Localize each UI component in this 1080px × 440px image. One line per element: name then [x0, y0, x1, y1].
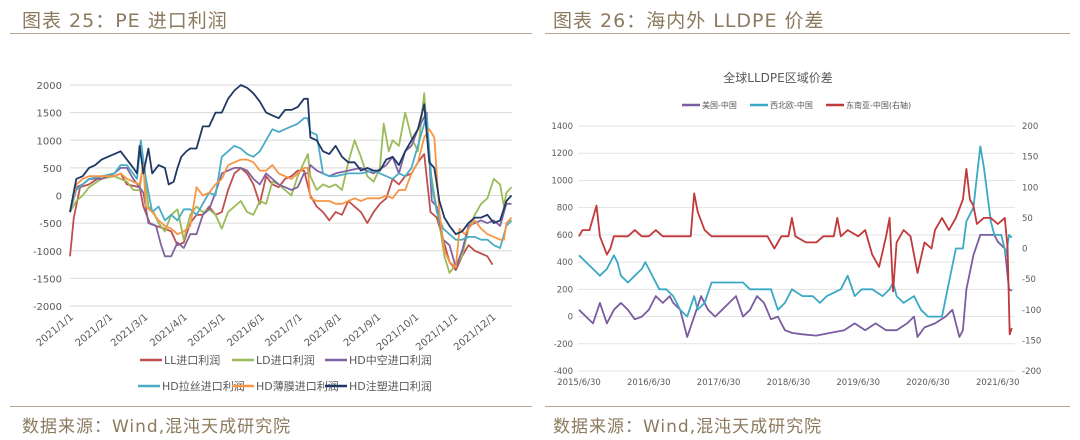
x-tick-label: 2021/10/1: [375, 312, 421, 353]
y-tick-label: 1500: [37, 109, 62, 120]
legend-label: HD薄膜进口利润: [256, 379, 339, 393]
right-footer-rule: [545, 406, 1070, 407]
left-footer-rule: [10, 406, 532, 407]
x-tick-label: 2021/6/30: [976, 378, 1020, 388]
y-tick-label: 200: [557, 285, 573, 295]
y2-tick-label: 0: [1022, 245, 1027, 255]
series-line: [69, 114, 513, 249]
series-line: [69, 128, 513, 269]
series-line: [578, 234, 1013, 338]
y2-tick-label: -50: [1022, 275, 1036, 285]
y-tick-label: 2000: [37, 81, 62, 92]
x-tick-label: 2017/6/30: [697, 378, 741, 388]
y-tick-label: 1400: [551, 122, 573, 132]
y2-tick-label: -100: [1022, 306, 1041, 316]
left-source: 数据来源：Wind,混沌天成研究院: [22, 417, 292, 437]
legend-label: LD进口利润: [256, 353, 315, 367]
y-tick-label: -400: [554, 367, 573, 377]
y-tick-label: 1000: [551, 176, 573, 186]
y-tick-label: 1000: [37, 136, 62, 147]
y-tick-label: 600: [557, 231, 573, 241]
right-source: 数据来源：Wind,混沌天成研究院: [553, 417, 823, 437]
series-line: [69, 84, 513, 236]
x-tick-label: 2019/6/30: [836, 378, 880, 388]
y-tick-label: 500: [43, 164, 62, 175]
left-heading: 图表 25：PE 进口利润: [22, 10, 228, 32]
y-tick-label: 0: [568, 313, 573, 323]
x-tick-label: 2015/6/30: [557, 378, 601, 388]
x-tick-label: 2021/4/1: [148, 312, 189, 349]
legend-label: HD注塑进口利润: [349, 379, 432, 393]
x-tick-label: 2021/7/1: [263, 312, 304, 349]
right-heading-rule: [545, 33, 1070, 34]
x-tick-label: 2021/2/1: [74, 312, 115, 349]
y-tick-label: -2000: [33, 302, 62, 313]
legend-label: HD中空进口利润: [349, 353, 432, 367]
y2-tick-label: -200: [1022, 367, 1041, 377]
legend-label: 美国-中国: [702, 100, 737, 110]
legend-label: HD拉丝进口利润: [162, 379, 245, 393]
legend-label: 东南亚-中国(右轴): [846, 100, 911, 110]
y-tick-label: 1200: [551, 149, 573, 159]
y2-tick-label: -150: [1022, 336, 1041, 346]
chart-title: 全球LLDPE区域价差: [723, 70, 832, 85]
y-tick-label: -1000: [33, 247, 62, 258]
series-line: [578, 168, 1013, 336]
series-line: [69, 153, 494, 271]
x-tick-label: 2021/12/1: [452, 312, 498, 353]
x-tick-label: 2021/6/1: [225, 312, 266, 349]
y-tick-label: -500: [39, 219, 62, 230]
y-tick-label: -1500: [33, 274, 62, 285]
y2-tick-label: 200: [1022, 122, 1038, 132]
x-tick-label: 2016/6/30: [627, 378, 671, 388]
legend-label: LL进口利润: [164, 353, 220, 367]
x-tick-label: 2021/3/1: [109, 312, 150, 349]
y-tick-label: 0: [56, 192, 62, 203]
x-tick-label: 2021/8/1: [303, 312, 344, 349]
y-tick-label: 400: [557, 258, 573, 268]
left-heading-rule: [10, 33, 532, 34]
x-tick-label: 2021/1/1: [34, 312, 75, 349]
x-tick-label: 2020/6/30: [906, 378, 950, 388]
x-tick-label: 2021/5/1: [186, 312, 227, 349]
y-tick-label: -200: [554, 340, 573, 350]
legend-label: 西北欧-中国: [770, 100, 813, 110]
y-tick-label: 800: [557, 204, 573, 214]
right-heading: 图表 26：海内外 LLDPE 价差: [553, 10, 825, 32]
y2-tick-label: 100: [1022, 183, 1038, 193]
y2-tick-label: 150: [1022, 153, 1038, 163]
series-line: [578, 145, 1013, 318]
x-tick-label: 2018/6/30: [767, 378, 811, 388]
y2-tick-label: 50: [1022, 214, 1033, 224]
